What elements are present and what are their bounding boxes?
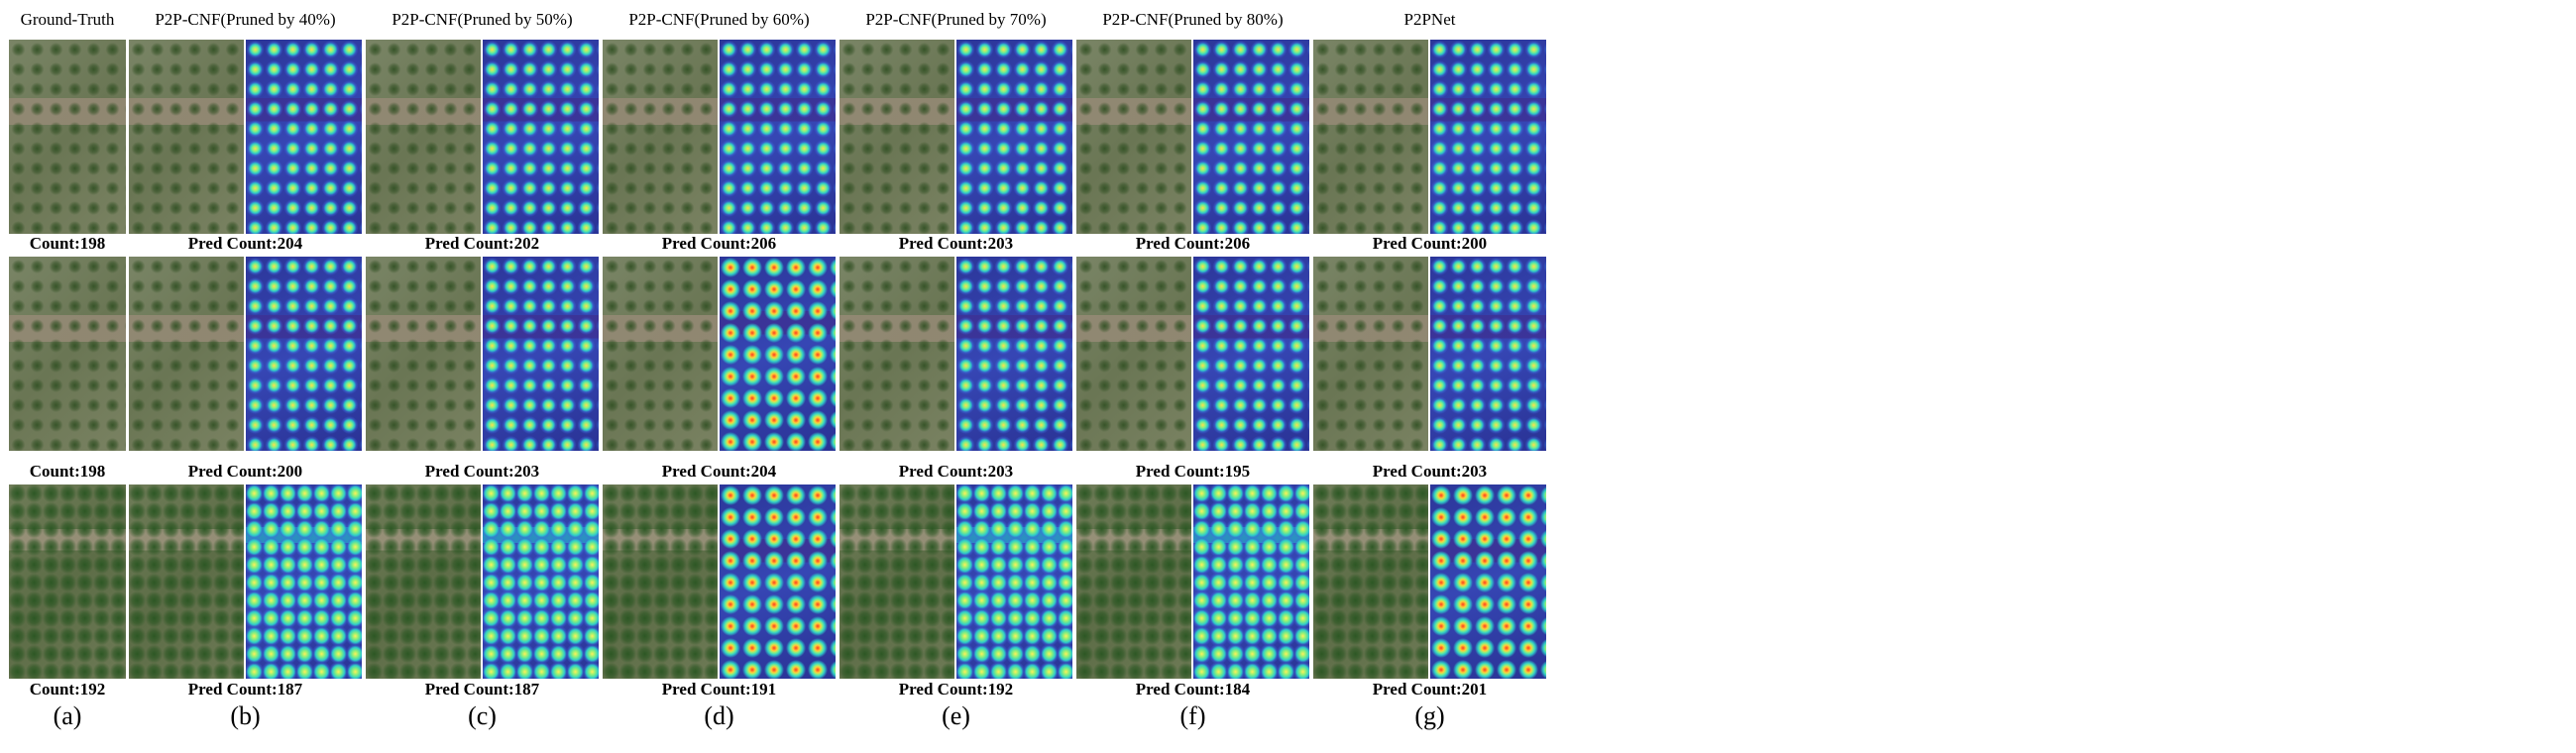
column-title: P2PNet xyxy=(1403,10,1456,29)
pred-count-label: Pred Count:203 xyxy=(898,234,1014,253)
field-image xyxy=(840,484,954,679)
density-heatmap xyxy=(1193,40,1309,234)
field-image xyxy=(1076,40,1191,234)
gt-count-label: Count:198 xyxy=(29,234,106,253)
density-heatmap xyxy=(1193,257,1309,451)
density-heatmap xyxy=(956,257,1072,451)
field-image xyxy=(840,40,954,234)
field-image xyxy=(1313,484,1428,679)
density-heatmap xyxy=(246,257,362,451)
density-heatmap xyxy=(956,40,1072,234)
pred-count-label: Pred Count:200 xyxy=(1372,234,1488,253)
prediction-panel xyxy=(1076,484,1309,679)
density-heatmap xyxy=(1430,484,1546,679)
field-image xyxy=(129,484,244,679)
density-heatmap xyxy=(1430,257,1546,451)
column-title: P2P-CNF(Pruned by 70%) xyxy=(865,10,1047,29)
pred-count-label: Pred Count:203 xyxy=(898,462,1014,481)
prediction-panel xyxy=(603,40,836,234)
field-image xyxy=(1076,257,1191,451)
column-title: P2P-CNF(Pruned by 50%) xyxy=(392,10,573,29)
density-heatmap xyxy=(483,40,599,234)
prediction-panel xyxy=(1076,257,1309,451)
field-image xyxy=(366,40,481,234)
ground-truth-image xyxy=(9,40,126,234)
prediction-panel xyxy=(366,484,599,679)
column-title: P2P-CNF(Pruned by 80%) xyxy=(1102,10,1284,29)
prediction-panel xyxy=(603,257,836,451)
field-image xyxy=(603,484,718,679)
pred-count-label: Pred Count:206 xyxy=(661,234,777,253)
density-heatmap xyxy=(483,484,599,679)
prediction-panel xyxy=(366,257,599,451)
field-image xyxy=(1313,257,1428,451)
field-image xyxy=(840,257,954,451)
field-image xyxy=(1313,40,1428,234)
density-heatmap xyxy=(246,40,362,234)
pred-count-label: Pred Count:201 xyxy=(1372,680,1488,699)
density-heatmap xyxy=(1430,40,1546,234)
field-image xyxy=(366,257,481,451)
subfigure-label: (a) xyxy=(53,701,82,730)
pred-count-label: Pred Count:187 xyxy=(187,680,303,699)
field-image xyxy=(9,257,126,451)
prediction-panel xyxy=(1313,484,1546,679)
field-image xyxy=(129,257,244,451)
subfigure-label: (f) xyxy=(1179,701,1206,730)
pred-count-label: Pred Count:204 xyxy=(661,462,777,481)
pred-count-label: Pred Count:191 xyxy=(661,680,777,699)
prediction-panel xyxy=(840,484,1072,679)
prediction-panel xyxy=(366,40,599,234)
pred-count-label: Pred Count:203 xyxy=(424,462,540,481)
field-image xyxy=(129,40,244,234)
prediction-panel xyxy=(129,257,362,451)
gt-count-label: Count:198 xyxy=(29,462,106,481)
field-image xyxy=(9,484,126,679)
prediction-panel xyxy=(129,484,362,679)
density-heatmap xyxy=(246,484,362,679)
density-heatmap xyxy=(720,257,836,451)
prediction-panel xyxy=(840,40,1072,234)
prediction-panel xyxy=(840,257,1072,451)
prediction-panel xyxy=(1313,257,1546,451)
prediction-panel xyxy=(603,484,836,679)
pred-count-label: Pred Count:206 xyxy=(1135,234,1251,253)
density-heatmap xyxy=(720,40,836,234)
subfigure-label: (b) xyxy=(230,701,261,730)
ground-truth-image xyxy=(9,484,126,679)
field-image xyxy=(603,257,718,451)
pred-count-label: Pred Count:192 xyxy=(898,680,1014,699)
column-title: P2P-CNF(Pruned by 60%) xyxy=(628,10,810,29)
subfigure-label: (g) xyxy=(1414,701,1445,730)
density-heatmap xyxy=(956,484,1072,679)
prediction-panel xyxy=(1076,40,1309,234)
field-image xyxy=(9,40,126,234)
ground-truth-image xyxy=(9,257,126,451)
field-image xyxy=(1076,484,1191,679)
prediction-panel xyxy=(1313,40,1546,234)
density-heatmap xyxy=(483,257,599,451)
pred-count-label: Pred Count:195 xyxy=(1135,462,1251,481)
pred-count-label: Pred Count:204 xyxy=(187,234,303,253)
density-heatmap xyxy=(1193,484,1309,679)
gt-count-label: Count:192 xyxy=(29,680,106,699)
pred-count-label: Pred Count:187 xyxy=(424,680,540,699)
column-title: P2P-CNF(Pruned by 40%) xyxy=(155,10,336,29)
density-heatmap xyxy=(720,484,836,679)
pred-count-label: Pred Count:203 xyxy=(1372,462,1488,481)
field-image xyxy=(366,484,481,679)
subfigure-label: (d) xyxy=(704,701,734,730)
pred-count-label: Pred Count:184 xyxy=(1135,680,1251,699)
prediction-panel xyxy=(129,40,362,234)
field-image xyxy=(603,40,718,234)
pred-count-label: Pred Count:200 xyxy=(187,462,303,481)
pred-count-label: Pred Count:202 xyxy=(424,234,540,253)
column-title: Ground-Truth xyxy=(20,10,115,29)
subfigure-label: (e) xyxy=(942,701,970,730)
subfigure-label: (c) xyxy=(468,701,497,730)
